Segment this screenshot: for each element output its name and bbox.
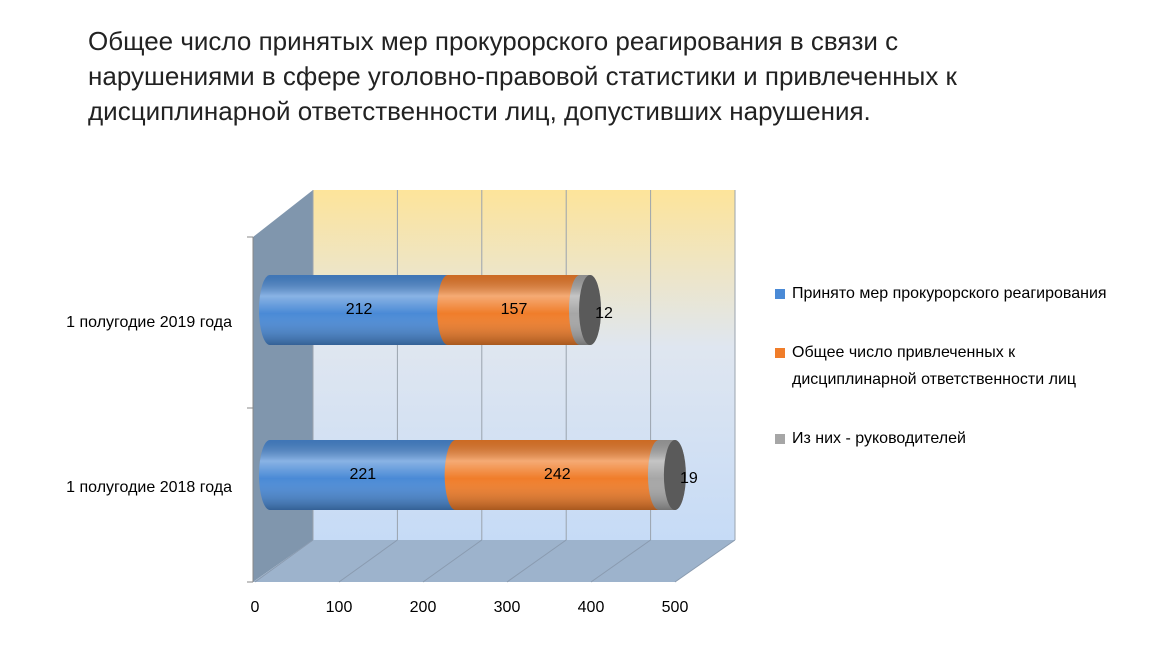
grid-line (674, 539, 736, 583)
grid-line (338, 539, 398, 583)
value-label: 242 (544, 466, 571, 483)
legend-item: Общее число привлеченных к дисциплинарно… (772, 339, 1117, 393)
legend-swatch (775, 434, 785, 444)
legend-label: Общее число привлеченных к дисциплинарно… (792, 344, 1077, 388)
bar-shine (437, 275, 591, 345)
bar-shine (259, 275, 460, 345)
bar-shine (259, 440, 467, 510)
grid-line (506, 539, 567, 583)
x-tick-label: 100 (326, 599, 353, 616)
x-tick-label: 200 (410, 599, 437, 616)
x-tick-label: 300 (494, 599, 521, 616)
grid-line (590, 539, 651, 583)
value-label: 212 (346, 301, 373, 318)
bar-shine (444, 440, 670, 510)
value-label: 157 (501, 301, 528, 318)
grid-line (254, 539, 314, 583)
value-label: 12 (595, 305, 613, 322)
legend-item: Из них - руководителей (772, 425, 1117, 452)
legend-swatch (775, 289, 785, 299)
value-label: 19 (680, 470, 698, 487)
legend-label: Из них - руководителей (792, 430, 966, 447)
x-tick-label: 500 (662, 599, 689, 616)
y-tick-label: 1 полугодие 2018 года (66, 479, 232, 496)
side-wall (253, 190, 313, 582)
x-tick-label: 400 (578, 599, 605, 616)
value-label: 221 (349, 466, 376, 483)
y-tick-label: 1 полугодие 2019 года (66, 314, 232, 331)
x-tick-label: 0 (251, 599, 260, 616)
bar-cap (663, 440, 686, 510)
chart-title: Общее число принятых мер прокурорского р… (88, 26, 957, 126)
floor (253, 540, 735, 582)
legend-label: Принято мер прокурорского реагирования (792, 285, 1107, 302)
legend-swatch (775, 348, 785, 358)
legend-item: Принято мер прокурорского реагирования (772, 280, 1117, 307)
grid-line (422, 539, 483, 583)
legend: Принято мер прокурорского реагирования Об… (772, 280, 1117, 452)
bar-cap (579, 275, 602, 345)
